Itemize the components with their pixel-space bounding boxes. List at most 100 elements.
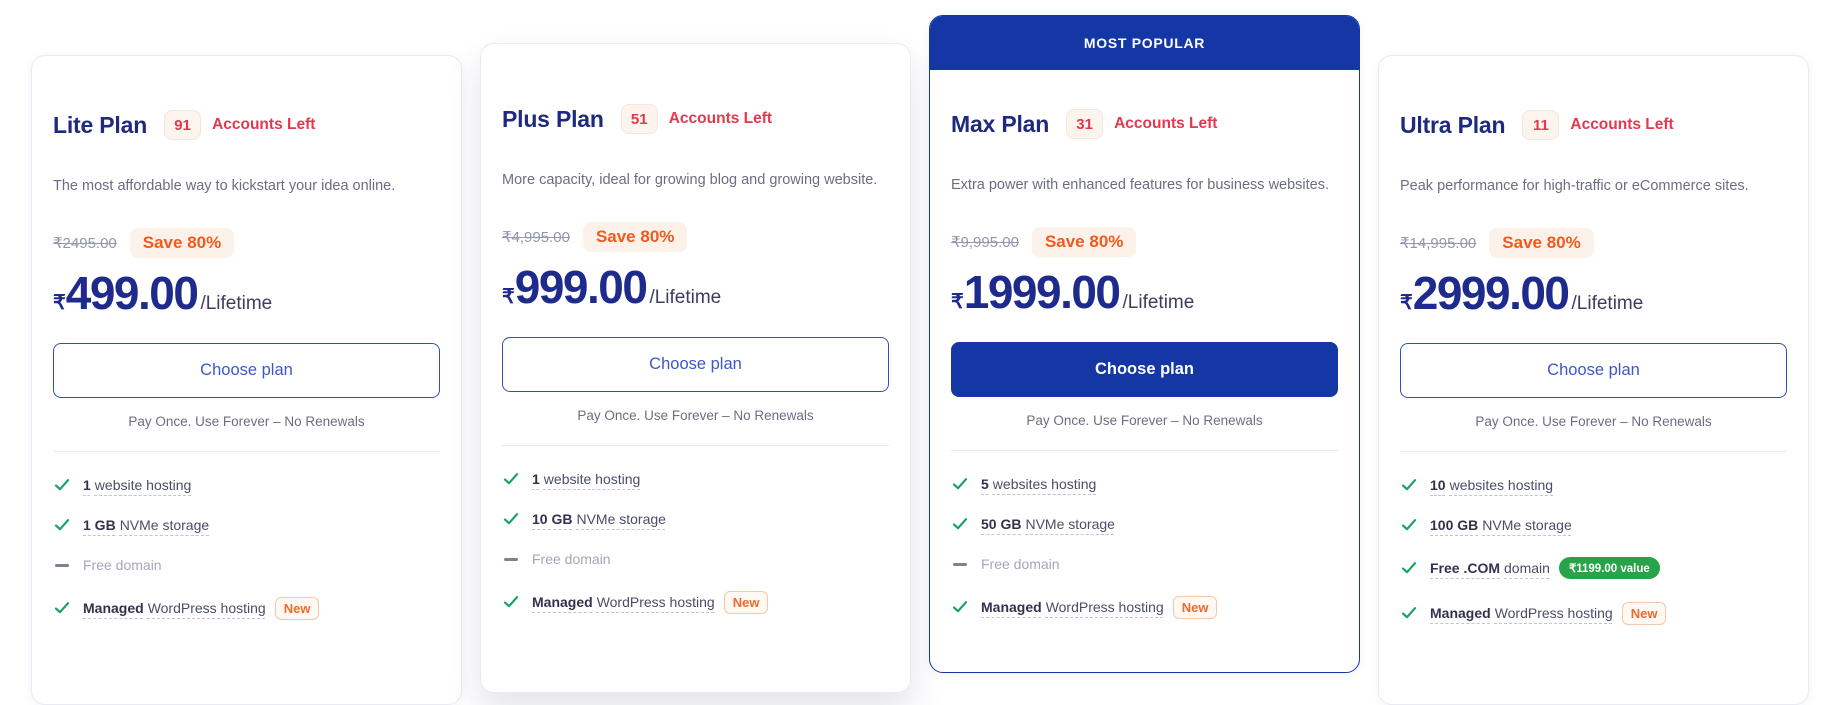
feature-wordpress: Managed WordPress hosting New [53,596,440,620]
price-period: /Lifetime [1571,292,1644,314]
plan-description: The most affordable way to kickstart you… [53,178,396,194]
check-icon [53,517,70,534]
feature-list: 5 websites hosting 50 GB NVMe storage Free… [951,476,1338,619]
choose-plan-button[interactable]: Choose plan [1400,342,1787,398]
choose-plan-button[interactable]: Choose plan [502,336,889,392]
most-popular-ribbon: MOST POPULAR [930,16,1359,70]
feature-free-domain: Free domain [502,551,889,568]
accounts-left-count-badge: 51 [620,104,658,134]
feature-list: 10 websites hosting 100 GB NVMe storage Fr… [1400,477,1787,625]
plan-title: Lite Plan [53,111,148,138]
feature-label[interactable]: 1 website hosting [532,471,641,488]
feature-storage: 1 GB NVMe storage [53,517,440,534]
discount-row: ₹2495.00 Save 80% [53,227,440,258]
save-badge: Save 80% [1031,226,1137,257]
dash-icon [53,557,70,574]
original-price: ₹14,995.00 [1400,234,1477,252]
original-price: ₹4,995.00 [502,228,570,246]
feature-label[interactable]: 10 websites hosting [1430,477,1554,494]
choose-plan-button[interactable]: Choose plan [951,341,1338,397]
plan-title: Max Plan [951,110,1050,137]
feature-label[interactable]: 50 GB NVMe storage [981,516,1115,533]
feature-free-domain: Free domain [53,557,440,574]
save-badge: Save 80% [1489,227,1594,258]
original-price: ₹2495.00 [53,234,117,252]
currency-symbol: ₹ [1400,291,1413,314]
currency-symbol: ₹ [53,291,66,314]
plan-header: Max Plan 31 Accounts Left [951,109,1338,139]
feature-websites: 10 websites hosting [1400,477,1787,494]
accounts-left-count-badge: 91 [164,110,202,140]
discount-row: ₹4,995.00 Save 80% [502,221,889,252]
save-badge: Save 80% [582,221,688,252]
price-amount: 999.00 [514,260,648,313]
accounts-left-count-badge: 31 [1066,109,1104,139]
plan-title: Plus Plan [502,105,604,132]
feature-list: 1 website hosting 10 GB NVMe storage Free … [502,471,889,614]
price-period: /Lifetime [1122,291,1195,313]
check-icon [502,594,519,611]
price-amount: 499.00 [65,266,199,319]
feature-label: Free domain [83,557,162,574]
check-icon [951,516,968,533]
new-badge: New [1621,601,1667,625]
check-icon [1400,517,1417,534]
plan-card-max: MOST POPULAR Max Plan 31 Accounts Left E… [929,15,1360,673]
divider [1400,450,1787,452]
feature-list: 1 website hosting 1 GB NVMe storage Free d… [53,477,440,620]
feature-label[interactable]: 1 GB NVMe storage [83,517,210,534]
price: ₹ 999.00 /Lifetime [502,260,889,313]
feature-label[interactable]: 100 GB NVMe storage [1430,517,1572,534]
accounts-left-label: Accounts Left [668,110,773,127]
plan-description: More capacity, ideal for growing blog an… [502,172,878,188]
check-icon [1400,559,1417,576]
feature-websites: 5 websites hosting [951,476,1338,493]
check-icon [502,471,519,488]
plan-header: Plus Plan 51 Accounts Left [502,104,889,134]
feature-label[interactable]: 10 GB NVMe storage [532,511,666,528]
feature-storage: 100 GB NVMe storage [1400,517,1787,534]
choose-plan-button[interactable]: Choose plan [53,342,440,398]
divider [53,450,440,452]
divider [951,449,1338,451]
feature-label: Free domain [981,556,1060,573]
feature-label[interactable]: Managed WordPress hosting [981,599,1164,616]
feature-wordpress: Managed WordPress hosting New [1400,601,1787,625]
price-amount: 1999.00 [963,265,1121,318]
check-icon [951,476,968,493]
feature-label[interactable]: 1 website hosting [83,477,192,494]
plan-card-lite: Lite Plan 91 Accounts Left The most affo… [31,55,462,705]
feature-label[interactable]: Free .COM domain [1430,559,1550,576]
plan-card-plus: Plus Plan 51 Accounts Left More capacity… [480,43,911,693]
check-icon [1400,605,1417,622]
feature-storage: 50 GB NVMe storage [951,516,1338,533]
plan-header: Ultra Plan 11 Accounts Left [1400,110,1787,140]
pay-once-note: Pay Once. Use Forever – No Renewals [128,413,365,429]
accounts-left-label: Accounts Left [212,116,316,133]
discount-row: ₹9,995.00 Save 80% [951,226,1338,257]
check-icon [951,599,968,616]
feature-free-domain: Free domain [951,556,1338,573]
new-badge: New [274,596,320,620]
feature-wordpress: Managed WordPress hosting New [502,590,889,614]
price: ₹ 2999.00 /Lifetime [1400,266,1787,319]
feature-label[interactable]: Managed WordPress hosting [532,594,715,611]
new-badge: New [1172,595,1218,619]
divider [502,444,889,446]
dash-icon [951,556,968,573]
plan-card-ultra: Ultra Plan 11 Accounts Left Peak perform… [1378,55,1809,705]
plan-description: Extra power with enhanced features for b… [951,177,1330,193]
price-amount: 2999.00 [1412,266,1570,319]
price-period: /Lifetime [200,292,273,314]
pay-once-note: Pay Once. Use Forever – No Renewals [1475,413,1712,429]
feature-storage: 10 GB NVMe storage [502,511,889,528]
new-badge: New [723,590,769,614]
original-price: ₹9,995.00 [951,233,1019,251]
domain-value-badge: ₹1199.00 value [1558,556,1660,579]
feature-label[interactable]: Managed WordPress hosting [83,600,266,617]
feature-label[interactable]: Managed WordPress hosting [1430,605,1613,622]
feature-label[interactable]: 5 websites hosting [981,476,1097,493]
accounts-left-count-badge: 11 [1522,110,1560,140]
plan-description: Peak performance for high-traffic or eCo… [1400,178,1749,194]
